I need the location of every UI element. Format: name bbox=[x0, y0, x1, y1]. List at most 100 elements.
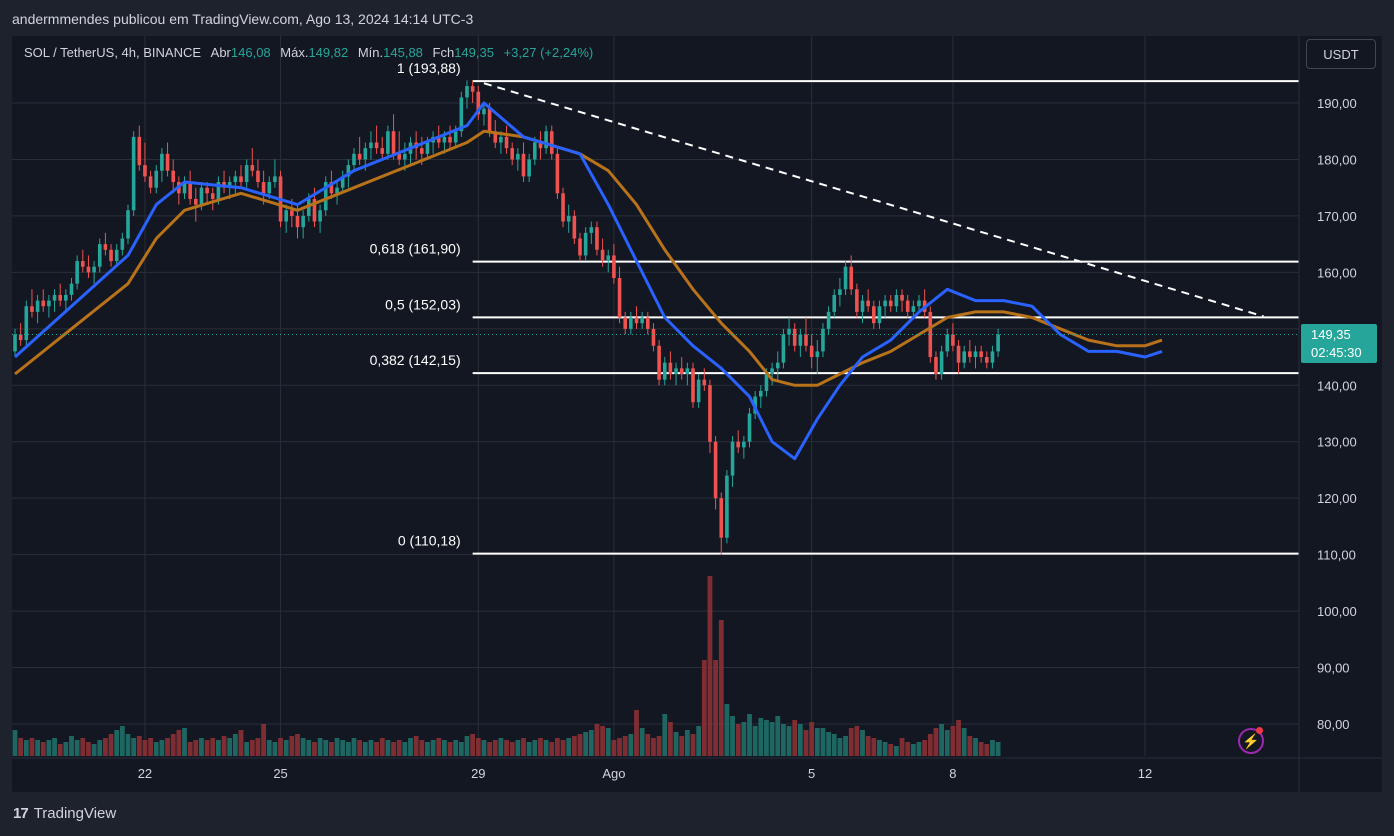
volume-bar bbox=[571, 736, 577, 756]
candle-body bbox=[470, 86, 475, 92]
candle-body bbox=[436, 136, 441, 143]
candle-body bbox=[335, 187, 339, 194]
candle-body bbox=[877, 306, 882, 324]
volume-bar bbox=[69, 736, 74, 756]
grid bbox=[12, 36, 1299, 756]
candle-body bbox=[391, 131, 396, 154]
candle-body bbox=[233, 176, 238, 183]
candle-body bbox=[284, 210, 288, 222]
volume-bar bbox=[786, 726, 792, 756]
candle-body bbox=[679, 368, 684, 374]
candle-body bbox=[52, 294, 57, 301]
volume-bar bbox=[362, 742, 368, 756]
chart-panel[interactable] bbox=[12, 36, 1382, 792]
volume-bar bbox=[323, 740, 329, 756]
price-chart[interactable]: 1 (193,88) 0,618 (161,90) 0,5 (152,03) 0,38… bbox=[12, 36, 1382, 792]
volume-bar bbox=[374, 742, 379, 756]
open-label: Abr bbox=[210, 45, 231, 60]
volume-bar bbox=[679, 736, 685, 756]
candle-body bbox=[640, 317, 644, 324]
volume-bar bbox=[12, 730, 18, 756]
candle-body bbox=[369, 142, 373, 149]
candle-body bbox=[996, 334, 1000, 352]
candle-body bbox=[261, 182, 266, 194]
candle-body bbox=[685, 368, 690, 374]
volume-bar bbox=[210, 738, 216, 756]
candle-body bbox=[352, 153, 356, 166]
volume-bar bbox=[193, 740, 199, 756]
y-tick-label: 140,00 bbox=[1317, 378, 1357, 393]
volume-bar bbox=[266, 740, 272, 756]
fib-label: 1 (193,88) bbox=[397, 60, 461, 76]
trendline[interactable] bbox=[483, 82, 1264, 318]
candle-body bbox=[826, 311, 831, 329]
volume-bar bbox=[244, 742, 250, 756]
candle-body bbox=[363, 148, 368, 160]
candle-body bbox=[403, 153, 407, 160]
candle-body bbox=[453, 131, 458, 143]
candle-body bbox=[30, 306, 34, 312]
candle-body bbox=[742, 441, 746, 448]
symbol-label[interactable]: SOL / TetherUS, 4h, BINANCE bbox=[24, 45, 202, 60]
volume-bar bbox=[713, 660, 718, 756]
candle-body bbox=[114, 249, 119, 262]
volume-bar bbox=[46, 740, 52, 756]
volume-bar bbox=[978, 742, 984, 756]
low-label: Mín. bbox=[357, 45, 384, 60]
volume-bar bbox=[464, 736, 470, 756]
volume-bar bbox=[899, 738, 905, 756]
x-tick-label: 25 bbox=[273, 766, 287, 781]
candle-body bbox=[493, 131, 498, 143]
volume-bar bbox=[611, 740, 617, 756]
currency-button[interactable]: USDT bbox=[1306, 39, 1376, 69]
volume-bar bbox=[131, 738, 137, 756]
volume-bar bbox=[854, 726, 860, 756]
candle-body bbox=[250, 165, 255, 171]
lightning-icon[interactable]: ⚡ bbox=[1238, 728, 1264, 754]
moving-averages bbox=[13, 101, 1163, 461]
candle-body bbox=[239, 176, 243, 183]
candle-body bbox=[504, 136, 509, 149]
volume-bar bbox=[458, 742, 464, 756]
candle-body bbox=[182, 182, 187, 194]
candle-body bbox=[651, 328, 656, 346]
volume-bar bbox=[504, 740, 509, 756]
volume-bar bbox=[481, 740, 487, 756]
volume-bar bbox=[402, 742, 408, 756]
volume-bar bbox=[555, 738, 560, 756]
volume-bar bbox=[391, 742, 396, 756]
volume-bar bbox=[249, 740, 255, 756]
candle-body bbox=[109, 249, 113, 262]
candle-body bbox=[781, 334, 786, 363]
candle-body bbox=[397, 153, 401, 160]
volume-bar bbox=[204, 740, 210, 756]
candle-body bbox=[561, 193, 565, 222]
candle-body bbox=[555, 153, 560, 194]
volume-bar bbox=[379, 738, 385, 756]
candle-body bbox=[589, 227, 594, 233]
candle-body bbox=[290, 210, 294, 216]
candle-body bbox=[137, 136, 142, 166]
tradingview-logo-icon: 17 bbox=[13, 805, 29, 822]
candle-body bbox=[674, 368, 678, 374]
candle-body bbox=[476, 91, 481, 115]
volume-bar bbox=[278, 738, 283, 756]
candle-body bbox=[838, 289, 842, 295]
volume-bar bbox=[944, 730, 950, 756]
tradingview-logo[interactable]: 17 TradingView bbox=[13, 805, 116, 822]
volume-bar bbox=[747, 714, 752, 756]
x-tick-label: 29 bbox=[471, 766, 485, 781]
candle-body bbox=[527, 159, 531, 177]
candle-body bbox=[538, 142, 543, 149]
fibonacci-retracement[interactable]: 1 (193,88) 0,618 (161,90) 0,5 (152,03) 0,38… bbox=[370, 60, 1299, 555]
volume-bar bbox=[86, 742, 91, 756]
volume-bar bbox=[764, 720, 769, 756]
candle-body bbox=[747, 413, 752, 442]
volume-bar bbox=[261, 724, 266, 756]
volume-bar bbox=[199, 738, 204, 756]
candle-body bbox=[956, 345, 961, 363]
candle-body bbox=[843, 266, 848, 290]
volume-bar bbox=[933, 728, 939, 756]
volume-bar bbox=[730, 716, 735, 756]
candle-body bbox=[188, 182, 192, 199]
